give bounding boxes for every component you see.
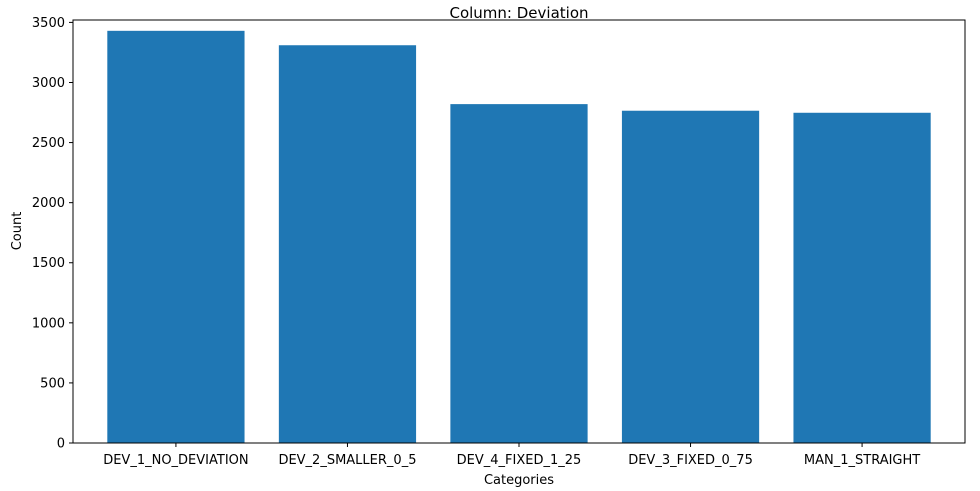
- y-axis: 0 500 1000 1500 2000 2500 3000 3500: [32, 16, 73, 452]
- y-tick-label-6: 3000: [32, 76, 65, 91]
- y-tick-label-1: 500: [40, 376, 65, 391]
- y-tick-label-5: 2500: [32, 136, 65, 151]
- x-tick-label-0: DEV_1_NO_DEVIATION: [103, 453, 248, 468]
- x-axis: DEV_1_NO_DEVIATION DEV_2_SMALLER_0_5 DEV_4…: [103, 443, 920, 468]
- x-tick-label-1: DEV_2_SMALLER_0_5: [278, 453, 416, 468]
- y-tick-label-7: 3500: [32, 16, 65, 31]
- x-tick-label-3: DEV_3_FIXED_0_75: [628, 453, 753, 468]
- bar-3: [621, 110, 760, 443]
- bar-2: [450, 104, 588, 444]
- y-tick-label-0: 0: [57, 437, 65, 452]
- bar-4: [793, 112, 931, 444]
- bar-1: [278, 45, 417, 444]
- bars-layer: [107, 30, 931, 444]
- y-tick-label-3: 1500: [32, 256, 65, 271]
- y-tick-label-4: 2000: [32, 196, 65, 211]
- plot-frame: [72, 19, 966, 444]
- y-axis-title: Count: [10, 212, 25, 251]
- x-tick-label-4: MAN_1_STRAIGHT: [804, 453, 920, 468]
- chart-title: Column: Deviation: [449, 4, 588, 22]
- bar-0: [107, 30, 245, 443]
- x-tick-label-2: DEV_4_FIXED_1_25: [457, 453, 582, 468]
- x-axis-title: Categories: [484, 473, 554, 488]
- y-tick-label-2: 1000: [32, 316, 65, 331]
